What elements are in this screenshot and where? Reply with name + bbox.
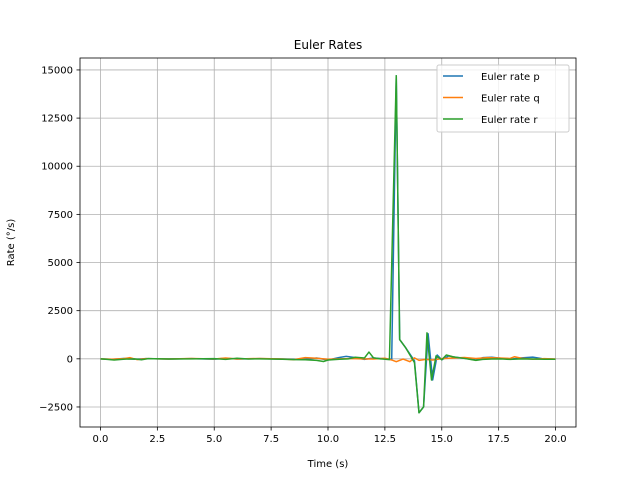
x-tick-label: 20.0 <box>544 434 566 445</box>
chart-title: Euler Rates <box>294 38 362 52</box>
x-tick-label: 15.0 <box>431 434 453 445</box>
legend-label-r: Euler rate r <box>481 115 538 126</box>
x-tick-label: 2.5 <box>149 434 165 445</box>
y-tick-label: 2500 <box>48 306 73 317</box>
x-tick-label: 7.5 <box>263 434 279 445</box>
x-tick-label: 17.5 <box>488 434 510 445</box>
y-tick-label: 12500 <box>41 114 73 125</box>
x-tick-label: 10.0 <box>317 434 339 445</box>
x-tick-label: 5.0 <box>206 434 222 445</box>
y-axis-title: Rate (°/s) <box>6 219 17 267</box>
y-tick-label: 10000 <box>41 162 73 173</box>
legend-box <box>436 64 570 133</box>
ticks-layer: 0.0 2.5 5.0 7.5 10.0 12.5 15.0 17.5 20.0 −2500 0 25… <box>39 65 566 445</box>
x-tick-label: 0.0 <box>93 434 109 445</box>
y-tick-label: 0 <box>67 354 73 365</box>
legend-label-p: Euler rate p <box>481 72 540 83</box>
y-tick-label: 7500 <box>48 210 73 221</box>
legend-label-q: Euler rate q <box>481 94 540 105</box>
y-tick-label: 15000 <box>41 65 73 76</box>
series-line-euler-rate-r <box>100 74 556 414</box>
y-tick-label: 5000 <box>48 258 73 269</box>
x-axis-title: Time (s) <box>307 459 349 470</box>
series-layer <box>100 74 556 414</box>
legend: Euler rate p Euler rate q Euler rate r <box>436 64 570 133</box>
x-tick-label: 12.5 <box>374 434 396 445</box>
y-tick-label: −2500 <box>39 402 73 413</box>
